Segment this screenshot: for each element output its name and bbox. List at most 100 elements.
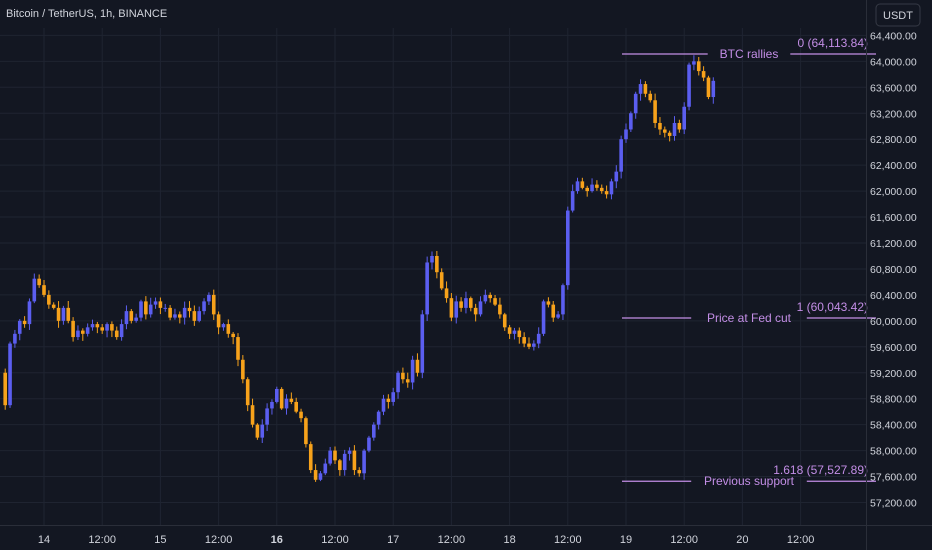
candle-body	[32, 278, 37, 302]
candle-body	[71, 320, 75, 338]
candle-body	[3, 372, 7, 406]
fib-layer: BTC rallies 0 (64,113.84) Price at Fed cut…	[622, 36, 876, 488]
candle-body	[119, 324, 124, 338]
candle-body	[231, 333, 235, 338]
candle-body	[551, 304, 556, 318]
candle-body	[342, 453, 347, 471]
candle-body	[430, 255, 434, 263]
candle-body	[17, 320, 22, 334]
candle-body	[663, 129, 667, 133]
candle-body	[701, 71, 706, 78]
candle-body	[202, 301, 206, 312]
candle-body	[536, 333, 541, 344]
candle-body	[590, 184, 594, 192]
candle-body	[178, 314, 182, 318]
candle-body	[667, 132, 672, 136]
candle-body	[362, 450, 366, 474]
candle-body	[328, 450, 332, 464]
x-tick-label: 12:00	[321, 534, 349, 546]
candle-body	[692, 61, 696, 65]
y-tick-label: 59,600.00	[870, 342, 917, 354]
candle-body	[289, 398, 294, 402]
candle-body	[294, 401, 298, 412]
y-tick-label: 64,000.00	[870, 56, 917, 68]
candle-body	[182, 307, 187, 318]
candle-body	[473, 307, 478, 315]
candle-body	[493, 298, 497, 305]
candle-body	[318, 473, 323, 480]
candle-body	[517, 330, 522, 338]
currency-button-label[interactable]: USDT	[883, 10, 913, 22]
currency-button-frame[interactable]	[875, 3, 921, 27]
candle-body	[653, 100, 657, 123]
currency-button[interactable]: USDT	[875, 3, 921, 27]
candle-body	[672, 122, 677, 136]
candle-body	[173, 314, 177, 318]
candle-body	[129, 311, 134, 321]
candle-body	[27, 301, 32, 325]
candle-body	[449, 298, 454, 318]
candle-body	[153, 301, 158, 305]
candle-body	[66, 307, 71, 321]
candle-body	[585, 187, 589, 192]
candle-body	[401, 372, 405, 380]
candle-body	[507, 327, 512, 334]
y-tick-label: 62,800.00	[870, 134, 917, 146]
y-tick-label: 60,800.00	[870, 264, 917, 276]
y-tick-label: 62,000.00	[870, 186, 917, 198]
candle-body	[13, 333, 17, 344]
candle-body	[110, 324, 114, 331]
candle-body	[76, 330, 80, 338]
candle-body	[144, 301, 148, 315]
candle-body	[304, 418, 308, 445]
candle-body	[139, 301, 143, 318]
candle-body	[522, 337, 526, 344]
candle-body	[624, 129, 628, 140]
candle-body	[124, 311, 129, 325]
y-tick-label: 58,400.00	[870, 420, 917, 432]
candle-body	[207, 294, 211, 302]
candle-body	[163, 307, 168, 309]
candle-body	[546, 301, 551, 305]
candle-body	[580, 181, 585, 188]
candle-body	[541, 301, 546, 334]
candle-body	[391, 392, 395, 402]
candle-body	[37, 278, 41, 286]
candle-body	[532, 343, 536, 347]
candle-body	[386, 398, 391, 402]
y-tick-label: 61,200.00	[870, 238, 917, 250]
x-tick-label: 12:00	[670, 534, 698, 546]
candle-body	[376, 411, 381, 425]
candle-body	[22, 320, 27, 325]
candle-body	[483, 294, 488, 302]
candle-body	[687, 64, 691, 107]
candle-body	[299, 411, 303, 419]
chart-title: Bitcoin / TetherUS, 1h, BINANCE	[6, 8, 167, 20]
y-tick-label: 63,600.00	[870, 82, 917, 94]
candle-body	[313, 470, 318, 480]
candle-body	[648, 93, 653, 101]
candle-body	[47, 294, 51, 305]
y-tick-label: 62,400.00	[870, 160, 917, 172]
x-tick-label: 12:00	[438, 534, 466, 546]
candle-body	[56, 307, 61, 321]
candle-body	[367, 437, 371, 451]
candle-body	[469, 298, 473, 308]
candle-body	[502, 314, 507, 328]
candle-body	[643, 84, 648, 94]
candle-body	[197, 311, 201, 321]
candle-body	[333, 450, 337, 461]
candle-body	[604, 191, 609, 195]
candle-body	[308, 444, 313, 471]
candle-body	[459, 301, 463, 308]
candle-body	[435, 255, 439, 273]
candle-body	[95, 324, 100, 328]
candle-body	[211, 294, 216, 315]
y-tick-label: 63,200.00	[870, 108, 917, 120]
candle-body	[81, 330, 85, 334]
x-tick-label: 17	[387, 534, 399, 546]
candle-body	[158, 301, 163, 308]
